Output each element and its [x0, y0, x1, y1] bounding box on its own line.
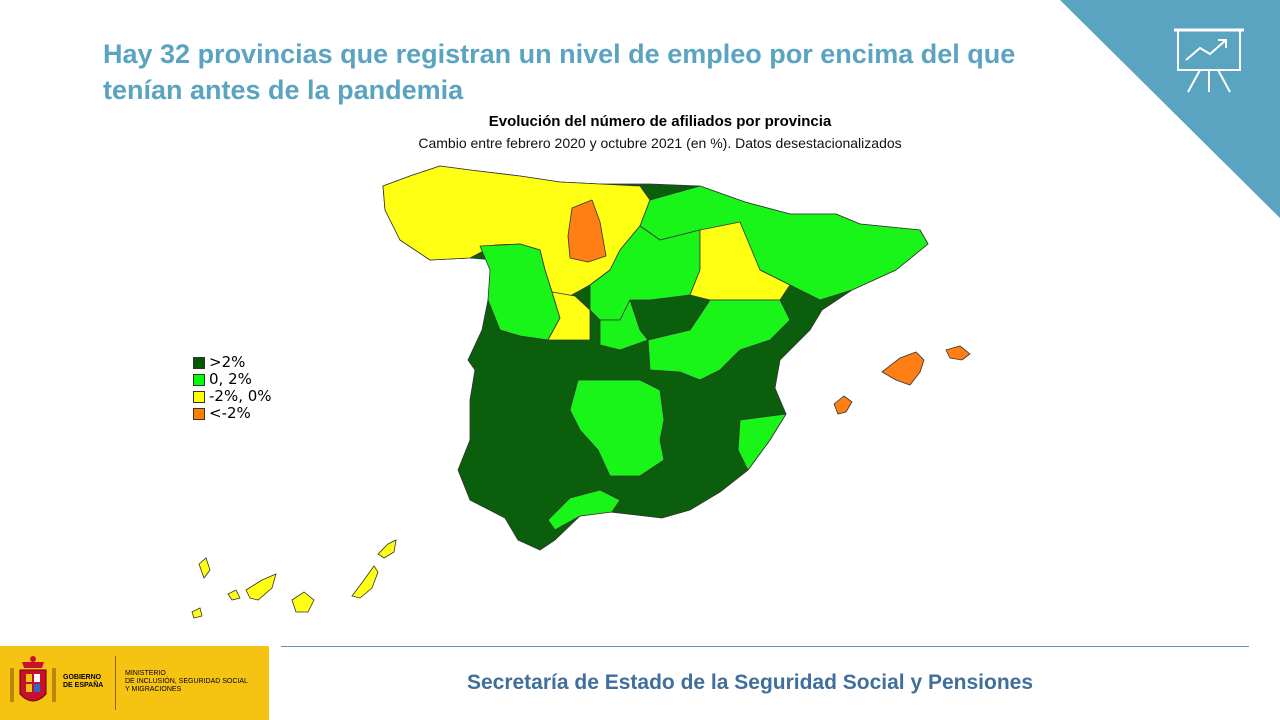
page-title: Hay 32 provincias que registran un nivel… — [103, 36, 1063, 108]
region-orange-palencia — [567, 199, 607, 263]
region-green-la-mancha — [569, 379, 665, 477]
footer-divider — [281, 646, 1249, 647]
map-legend: >2% 0, 2% -2%, 0% <-2% — [193, 354, 272, 422]
island-lanzarote — [377, 539, 397, 559]
logo-divider — [115, 656, 116, 710]
ministry-name-line2: DE INCLUSIÓN, SEGURIDAD SOCIAL — [125, 678, 248, 685]
island-la-gomera — [227, 589, 241, 601]
legend-item: <-2% — [193, 405, 272, 422]
island-fuerteventura — [351, 565, 379, 599]
map-title: Evolución del número de afiliados por pr… — [488, 113, 832, 130]
legend-label: <-2% — [209, 404, 251, 422]
legend-swatch-dark-green — [193, 356, 205, 369]
coat-of-arms-icon — [10, 656, 56, 702]
island-mallorca — [881, 351, 925, 386]
region-green-malaga — [547, 489, 621, 531]
footer-text: Secretaría de Estado de la Seguridad Soc… — [466, 671, 1034, 694]
island-tenerife — [245, 573, 277, 601]
page-title-line2: tenían antes de la pandemia — [103, 75, 464, 105]
government-logo: GOBIERNO DE ESPAÑA MINISTERIO DE INCLUSI… — [0, 646, 269, 720]
island-gran-canaria — [291, 591, 315, 613]
presentation-chart-icon — [1174, 28, 1244, 93]
legend-item: 0, 2% — [193, 371, 272, 388]
region-green-cuenca — [647, 299, 791, 381]
region-yellow-center — [547, 291, 591, 341]
government-name-line2: DE ESPAÑA — [63, 682, 104, 689]
island-ibiza — [833, 395, 853, 415]
island-el-hierro — [191, 607, 203, 619]
region-green-alicante — [737, 413, 787, 471]
legend-swatch-orange — [193, 407, 205, 420]
map-subtitle: Cambio entre febrero 2020 y octubre 2021… — [418, 135, 902, 151]
island-la-palma — [198, 557, 211, 579]
ministry-name-line1: MINISTERIO — [125, 670, 166, 677]
government-name: GOBIERNO DE ESPAÑA — [63, 674, 103, 690]
legend-label: 0, 2% — [209, 370, 252, 388]
legend-item: -2%, 0% — [193, 388, 272, 405]
ministry-name-line3: Y MIGRACIONES — [125, 686, 182, 693]
government-name-line1: GOBIERNO — [63, 674, 102, 681]
page-title-line1: Hay 32 provincias que registran un nivel… — [103, 39, 1016, 69]
legend-item: >2% — [193, 354, 272, 371]
legend-swatch-light-green — [193, 373, 205, 386]
corner-decoration — [1060, 0, 1280, 218]
island-menorca — [945, 345, 971, 361]
legend-swatch-yellow — [193, 390, 205, 403]
legend-label: -2%, 0% — [209, 387, 272, 405]
region-green-avila — [599, 299, 649, 351]
ministry-name: MINISTERIO DE INCLUSIÓN, SEGURIDAD SOCIA… — [125, 670, 248, 694]
legend-label: >2% — [209, 353, 246, 371]
